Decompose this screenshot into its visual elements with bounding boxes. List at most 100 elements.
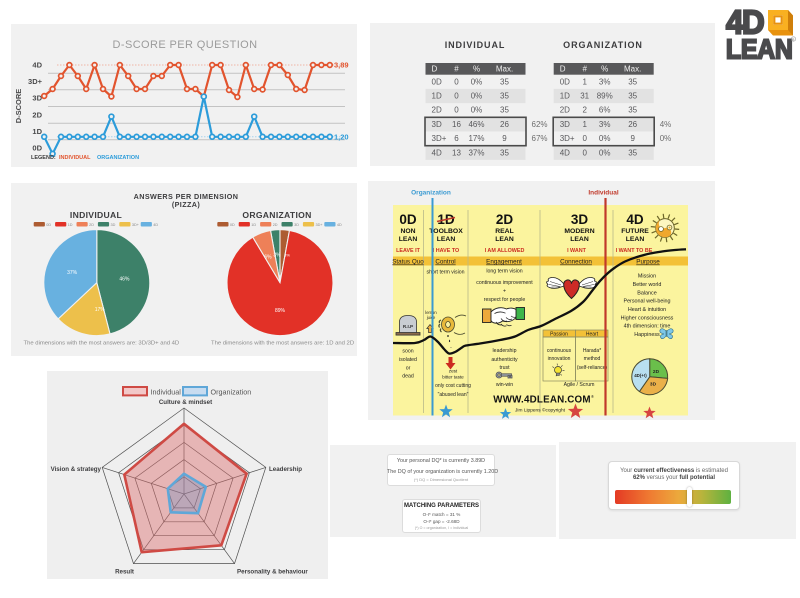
svg-text:trust: trust: [499, 365, 510, 371]
svg-text:37%: 37%: [468, 148, 484, 157]
svg-text:MODERN: MODERN: [564, 228, 594, 235]
svg-text:®: ®: [591, 394, 594, 399]
svg-text:#: #: [582, 65, 587, 74]
svg-text:bitter taste: bitter taste: [442, 375, 464, 380]
svg-text:35: 35: [500, 148, 509, 157]
svg-text:leadership: leadership: [493, 348, 517, 354]
svg-text:4D: 4D: [32, 61, 42, 70]
svg-text:35: 35: [628, 77, 637, 86]
svg-text:Harada*: Harada*: [583, 348, 601, 354]
svg-text:dead: dead: [402, 374, 414, 380]
svg-text:LEAN: LEAN: [399, 236, 418, 243]
svg-text:long term vision: long term vision: [486, 269, 522, 275]
svg-text:46%: 46%: [119, 277, 130, 283]
svg-text:2: 2: [582, 106, 587, 115]
svg-text:ANSWERS PER DIMENSION: ANSWERS PER DIMENSION: [134, 192, 239, 201]
svg-text:3D+: 3D+: [316, 223, 324, 227]
svg-text:2D: 2D: [273, 223, 278, 227]
svg-text:1D: 1D: [432, 92, 442, 101]
svg-text:3%: 3%: [599, 77, 611, 86]
svg-text:or: or: [406, 365, 411, 371]
svg-text:3D: 3D: [32, 94, 42, 103]
svg-text:Individual: Individual: [588, 190, 619, 197]
svg-text:R.I.P: R.I.P: [403, 324, 413, 329]
svg-text:LEAN: LEAN: [626, 236, 645, 243]
svg-text:only cost cutting: only cost cutting: [435, 383, 471, 389]
svg-text:89%: 89%: [275, 308, 286, 314]
svg-text:The dimensions with the most a: The dimensions with the most answers are…: [24, 341, 180, 347]
svg-text:Better world: Better world: [633, 282, 662, 288]
svg-text:0%: 0%: [471, 106, 483, 115]
svg-text:Organization: Organization: [411, 190, 451, 197]
svg-text:0D: 0D: [46, 223, 51, 227]
svg-text:0%: 0%: [471, 92, 483, 101]
svg-text:2D: 2D: [560, 106, 570, 115]
svg-text:#: #: [454, 65, 459, 74]
svg-text:LEGEND:: LEGEND:: [31, 155, 56, 161]
svg-text:0D: 0D: [32, 144, 42, 153]
svg-text:4D: 4D: [337, 223, 342, 227]
svg-text:3%: 3%: [599, 120, 611, 129]
svg-text:lemon: lemon: [425, 310, 437, 315]
svg-text:2D: 2D: [89, 223, 94, 227]
svg-text:soon: soon: [402, 349, 413, 355]
svg-text:Higher consciousness: Higher consciousness: [621, 315, 674, 321]
svg-text:Purpose: Purpose: [636, 259, 660, 266]
svg-text:innovation: innovation: [548, 356, 571, 362]
svg-text:3D+: 3D+: [28, 77, 43, 86]
svg-text:31: 31: [580, 92, 589, 101]
svg-text:%: %: [601, 65, 608, 74]
svg-text:INDIVIDUAL: INDIVIDUAL: [59, 155, 91, 161]
svg-text:Vision & strategy: Vision & strategy: [51, 466, 102, 473]
svg-text:26: 26: [628, 120, 637, 129]
svg-text:16: 16: [452, 120, 461, 129]
svg-text:1,20: 1,20: [334, 132, 349, 141]
svg-text:6: 6: [454, 134, 459, 143]
svg-text:Personal well-being: Personal well-being: [623, 299, 670, 305]
svg-text:Status Quo: Status Quo: [392, 259, 424, 266]
svg-text:3D+: 3D+: [432, 134, 447, 143]
svg-text:0: 0: [454, 92, 459, 101]
svg-text:3%: 3%: [284, 253, 290, 258]
svg-text:Heart & intuition: Heart & intuition: [628, 307, 666, 313]
svg-text:3D: 3D: [294, 223, 299, 227]
svg-text:D-SCORE: D-SCORE: [14, 89, 23, 124]
svg-text:WWW.4DLEAN.COM: WWW.4DLEAN.COM: [493, 395, 591, 406]
svg-text:Result: Result: [115, 569, 134, 576]
svg-text:Culture & mindset: Culture & mindset: [159, 399, 212, 406]
svg-text:%: %: [473, 65, 480, 74]
svg-text:Happiness: Happiness: [634, 332, 660, 338]
svg-text:3,89: 3,89: [334, 61, 349, 70]
svg-text:46%: 46%: [468, 120, 484, 129]
svg-text:I HAVE TO: I HAVE TO: [433, 248, 459, 254]
svg-text:4th dimension: time: 4th dimension: time: [624, 324, 671, 330]
svg-text:NON: NON: [400, 228, 415, 235]
svg-text:LEAN: LEAN: [437, 236, 456, 243]
svg-text:(PIZZA): (PIZZA): [172, 200, 201, 209]
svg-text:LEAN: LEAN: [726, 33, 793, 62]
svg-text:37%: 37%: [67, 270, 78, 276]
svg-text:Passion: Passion: [550, 332, 568, 338]
svg-text:0: 0: [454, 106, 459, 115]
svg-text:3D: 3D: [432, 120, 442, 129]
svg-text:6%: 6%: [264, 255, 272, 261]
svg-text:continuous: continuous: [547, 348, 572, 354]
svg-text:ORGANIZATION: ORGANIZATION: [563, 40, 643, 50]
svg-text:89%: 89%: [597, 92, 613, 101]
svg-text:1D: 1D: [560, 92, 570, 101]
svg-text:35: 35: [628, 148, 637, 157]
svg-text:"abused lean": "abused lean": [438, 392, 469, 398]
svg-text:Engagement: Engagement: [486, 259, 522, 266]
svg-text:-: -: [450, 345, 452, 351]
svg-text:Personality & behaviour: Personality & behaviour: [237, 569, 308, 576]
svg-text:+: +: [503, 289, 506, 295]
svg-text:1: 1: [582, 77, 587, 86]
svg-text:4D: 4D: [153, 223, 158, 227]
svg-text:3D: 3D: [560, 120, 570, 129]
svg-text:4D(+!): 4D(+!): [634, 373, 647, 378]
svg-text:LEAN: LEAN: [570, 236, 589, 243]
svg-text:R: R: [792, 38, 795, 42]
svg-text:Balance: Balance: [637, 290, 656, 296]
svg-text:Max.: Max.: [624, 65, 641, 74]
svg-text:short term vision: short term vision: [426, 270, 464, 276]
